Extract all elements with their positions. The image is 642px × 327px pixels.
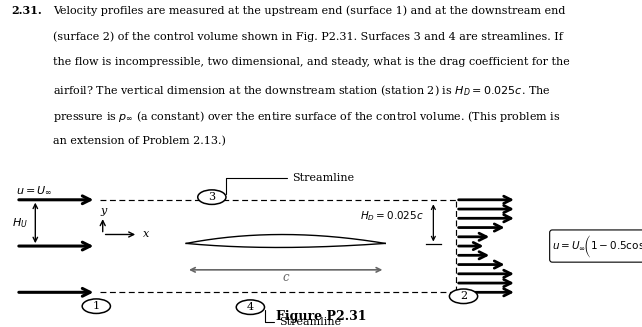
- Text: Velocity profiles are measured at the upstream end (surface 1) and at the downst: Velocity profiles are measured at the up…: [53, 5, 565, 16]
- Circle shape: [82, 299, 110, 314]
- Text: 2: 2: [460, 291, 467, 301]
- Text: an extension of Problem 2.13.): an extension of Problem 2.13.): [53, 136, 225, 146]
- Text: Streamline: Streamline: [226, 173, 354, 194]
- Circle shape: [449, 289, 478, 303]
- Text: $H_D = 0.025c$: $H_D = 0.025c$: [360, 209, 424, 223]
- Text: x: x: [143, 230, 149, 239]
- Text: 1: 1: [92, 301, 100, 311]
- Text: 2.31.: 2.31.: [12, 5, 42, 16]
- Text: $u = U_\infty\!\left(1-0.5\cos\dfrac{\pi y}{2H_D}\right)$: $u = U_\infty\!\left(1-0.5\cos\dfrac{\pi…: [552, 232, 642, 260]
- Text: 4: 4: [247, 302, 254, 312]
- Circle shape: [198, 190, 226, 204]
- Text: airfoil? The vertical dimension at the downstream station (station 2) is $H_D = : airfoil? The vertical dimension at the d…: [53, 83, 550, 98]
- Text: y: y: [101, 206, 107, 216]
- Text: $u = U_\infty$: $u = U_\infty$: [16, 184, 53, 196]
- Text: pressure is $p_\infty$ (a constant) over the entire surface of the control volum: pressure is $p_\infty$ (a constant) over…: [53, 110, 560, 125]
- Polygon shape: [186, 234, 385, 248]
- Text: (surface 2) of the control volume shown in Fig. P2.31. Surfaces 3 and 4 are stre: (surface 2) of the control volume shown …: [53, 31, 562, 42]
- Text: 3: 3: [208, 192, 216, 202]
- Text: c: c: [282, 271, 289, 284]
- Text: Streamline: Streamline: [265, 310, 342, 327]
- Circle shape: [236, 300, 265, 315]
- Text: $H_U$: $H_U$: [12, 216, 28, 230]
- Text: the flow is incompressible, two dimensional, and steady, what is the drag coeffi: the flow is incompressible, two dimensio…: [53, 57, 569, 67]
- Text: Figure P2.31: Figure P2.31: [276, 310, 366, 323]
